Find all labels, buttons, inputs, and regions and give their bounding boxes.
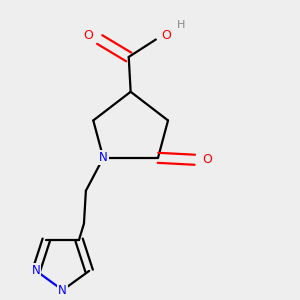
Text: H: H xyxy=(177,20,185,30)
Text: O: O xyxy=(83,29,93,42)
Text: N: N xyxy=(32,264,40,278)
Text: N: N xyxy=(58,284,67,297)
Text: O: O xyxy=(162,29,172,42)
Text: O: O xyxy=(202,153,212,166)
Text: N: N xyxy=(99,151,108,164)
